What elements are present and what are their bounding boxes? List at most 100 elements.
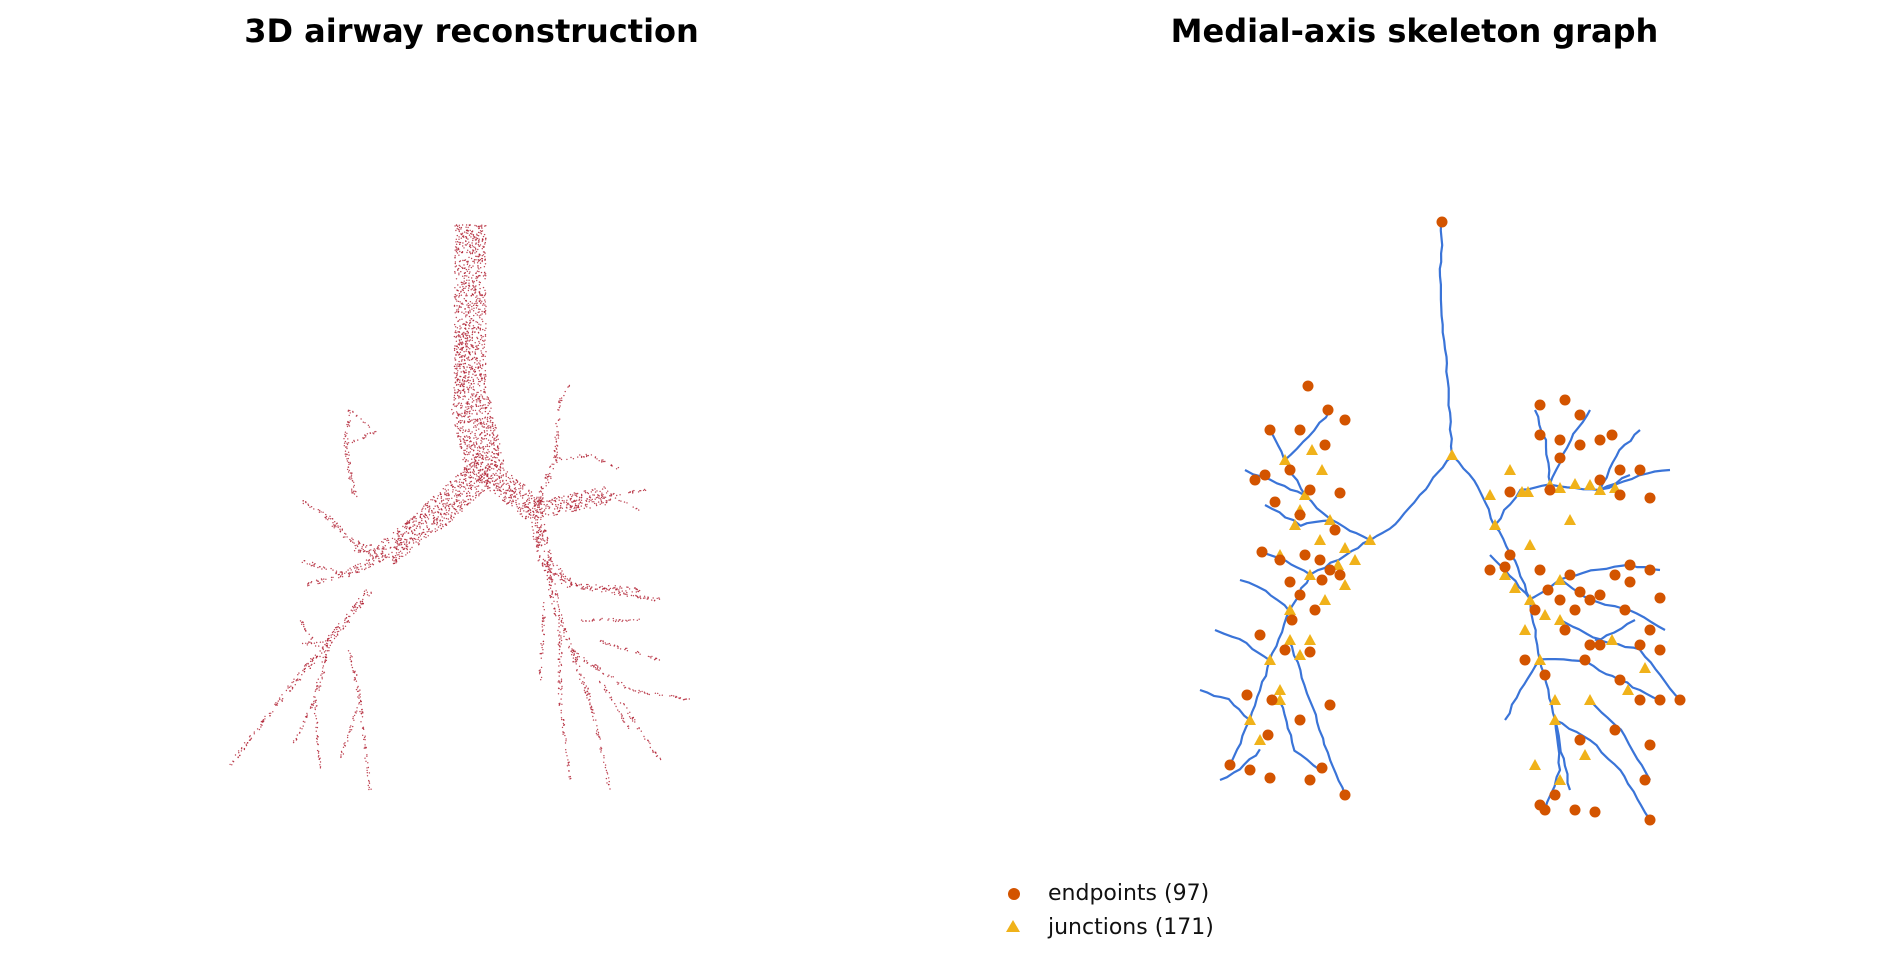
airway-point xyxy=(456,499,458,501)
airway-point xyxy=(466,386,468,388)
airway-point xyxy=(492,427,495,430)
airway-point xyxy=(444,488,446,490)
airway-point xyxy=(476,270,479,272)
airway-point xyxy=(457,415,460,417)
airway-point xyxy=(476,348,478,350)
airway-point xyxy=(473,449,475,451)
airway-point xyxy=(597,501,600,503)
skeleton-graph-panel: Medial-axis skeleton graph xyxy=(943,0,1886,973)
airway-point xyxy=(482,490,484,492)
airway-point xyxy=(418,521,420,524)
airway-point xyxy=(465,380,467,383)
airway-point xyxy=(474,432,476,435)
airway-point xyxy=(480,462,482,464)
airway-point xyxy=(462,365,465,368)
airway-point xyxy=(477,265,479,267)
airway-point xyxy=(536,510,539,513)
airway-point xyxy=(320,511,322,513)
airway-point xyxy=(554,508,556,510)
airway-point xyxy=(494,457,497,459)
airway-point xyxy=(469,244,471,246)
airway-point xyxy=(445,517,448,520)
airway-point xyxy=(458,264,460,267)
airway-point xyxy=(481,489,483,491)
airway-point xyxy=(568,503,570,506)
airway-point xyxy=(482,335,484,338)
airway-point xyxy=(412,517,414,519)
airway-point xyxy=(519,510,521,512)
airway-point xyxy=(456,309,458,311)
airway-point xyxy=(344,450,347,452)
airway-point xyxy=(484,378,486,381)
airway-point xyxy=(468,307,470,309)
airway-point xyxy=(428,509,430,511)
airway-point xyxy=(476,255,478,258)
airway-point xyxy=(472,294,475,296)
airway-point xyxy=(313,564,315,566)
airway-point xyxy=(406,552,409,554)
airway-point xyxy=(575,507,577,509)
airway-point xyxy=(510,496,512,498)
airway-point xyxy=(566,504,568,506)
airway-point xyxy=(479,275,481,277)
airway-point xyxy=(462,332,464,334)
airway-point xyxy=(468,412,471,415)
airway-point xyxy=(540,508,542,511)
airway-point xyxy=(436,505,438,507)
airway-point xyxy=(475,225,478,227)
airway-point xyxy=(396,532,398,535)
airway-point xyxy=(463,469,465,471)
airway-point xyxy=(484,308,486,310)
airway-point xyxy=(475,494,477,497)
airway-point xyxy=(334,524,337,526)
airway-point xyxy=(557,506,559,508)
airway-point xyxy=(487,456,489,458)
airway-point xyxy=(528,492,531,494)
airway-point xyxy=(460,501,462,503)
airway-point xyxy=(599,503,601,505)
airway-point xyxy=(542,515,544,518)
endpoint-marker xyxy=(1614,674,1626,686)
airway-point xyxy=(424,504,426,506)
airway-point xyxy=(456,300,458,302)
airway-point xyxy=(468,373,470,375)
airway-point xyxy=(477,259,479,261)
airway-point xyxy=(470,358,473,361)
airway-point xyxy=(483,340,485,342)
airway-point xyxy=(466,321,468,324)
airway-point xyxy=(413,538,416,540)
airway-point xyxy=(469,348,471,350)
airway-point xyxy=(454,480,456,482)
airway-point xyxy=(476,453,479,455)
airway-point xyxy=(436,520,438,522)
airway-point xyxy=(470,406,473,409)
endpoint-marker xyxy=(1316,574,1328,586)
airway-point xyxy=(455,405,457,408)
airway-point xyxy=(482,473,484,475)
airway-point xyxy=(490,442,492,444)
airway-point xyxy=(459,365,461,368)
airway-point xyxy=(472,485,474,487)
airway-point xyxy=(483,421,485,423)
airway-point xyxy=(458,502,461,504)
airway-point xyxy=(517,507,520,510)
airway-point xyxy=(406,544,408,546)
airway-point xyxy=(507,482,509,485)
airway-point xyxy=(483,474,485,476)
airway-point xyxy=(456,372,459,374)
airway-point xyxy=(480,463,483,465)
airway-point xyxy=(484,293,486,296)
airway-point xyxy=(456,374,458,377)
airway-point xyxy=(457,343,460,345)
airway-point xyxy=(479,419,482,421)
endpoint-marker xyxy=(1534,429,1546,441)
airway-point xyxy=(484,404,486,406)
airway-point xyxy=(553,514,555,516)
airway-point xyxy=(434,522,436,525)
airway-point xyxy=(460,391,462,393)
airway-point xyxy=(474,342,476,344)
airway-point xyxy=(490,455,492,457)
airway-point xyxy=(468,241,470,243)
airway-point xyxy=(469,432,472,435)
airway-point xyxy=(563,502,565,504)
